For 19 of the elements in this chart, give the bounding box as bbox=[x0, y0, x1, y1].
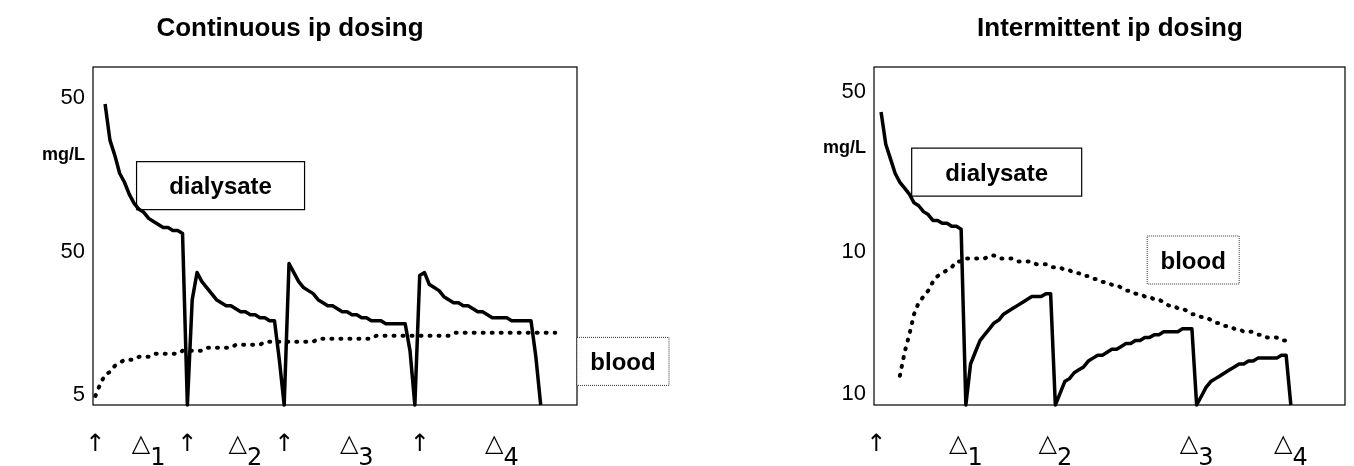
text: 50 bbox=[841, 77, 866, 103]
y-axis-title: mg/L bbox=[823, 137, 866, 157]
text: 50 bbox=[60, 237, 85, 263]
x-tick-label: ↑ bbox=[866, 429, 887, 457]
x-tick-label: ↑ bbox=[85, 429, 106, 457]
text: 5 bbox=[72, 380, 85, 406]
x-tick-label: ↑ bbox=[177, 429, 198, 457]
chart-title: Intermittent ip dosing bbox=[977, 12, 1243, 42]
series-label: blood bbox=[1160, 246, 1226, 274]
text: 10 bbox=[841, 237, 866, 263]
y-axis-title: mg/L bbox=[42, 144, 85, 164]
chart-title: Continuous ip dosing bbox=[156, 12, 424, 42]
series-label: dialysate bbox=[169, 172, 272, 200]
text: 10 bbox=[841, 379, 866, 405]
text: 50 bbox=[60, 83, 85, 109]
x-tick-label: ↑ bbox=[409, 429, 430, 457]
series-label: blood bbox=[590, 348, 656, 376]
x-tick-label: ↑ bbox=[274, 429, 295, 457]
series-label: dialysate bbox=[945, 158, 1049, 186]
